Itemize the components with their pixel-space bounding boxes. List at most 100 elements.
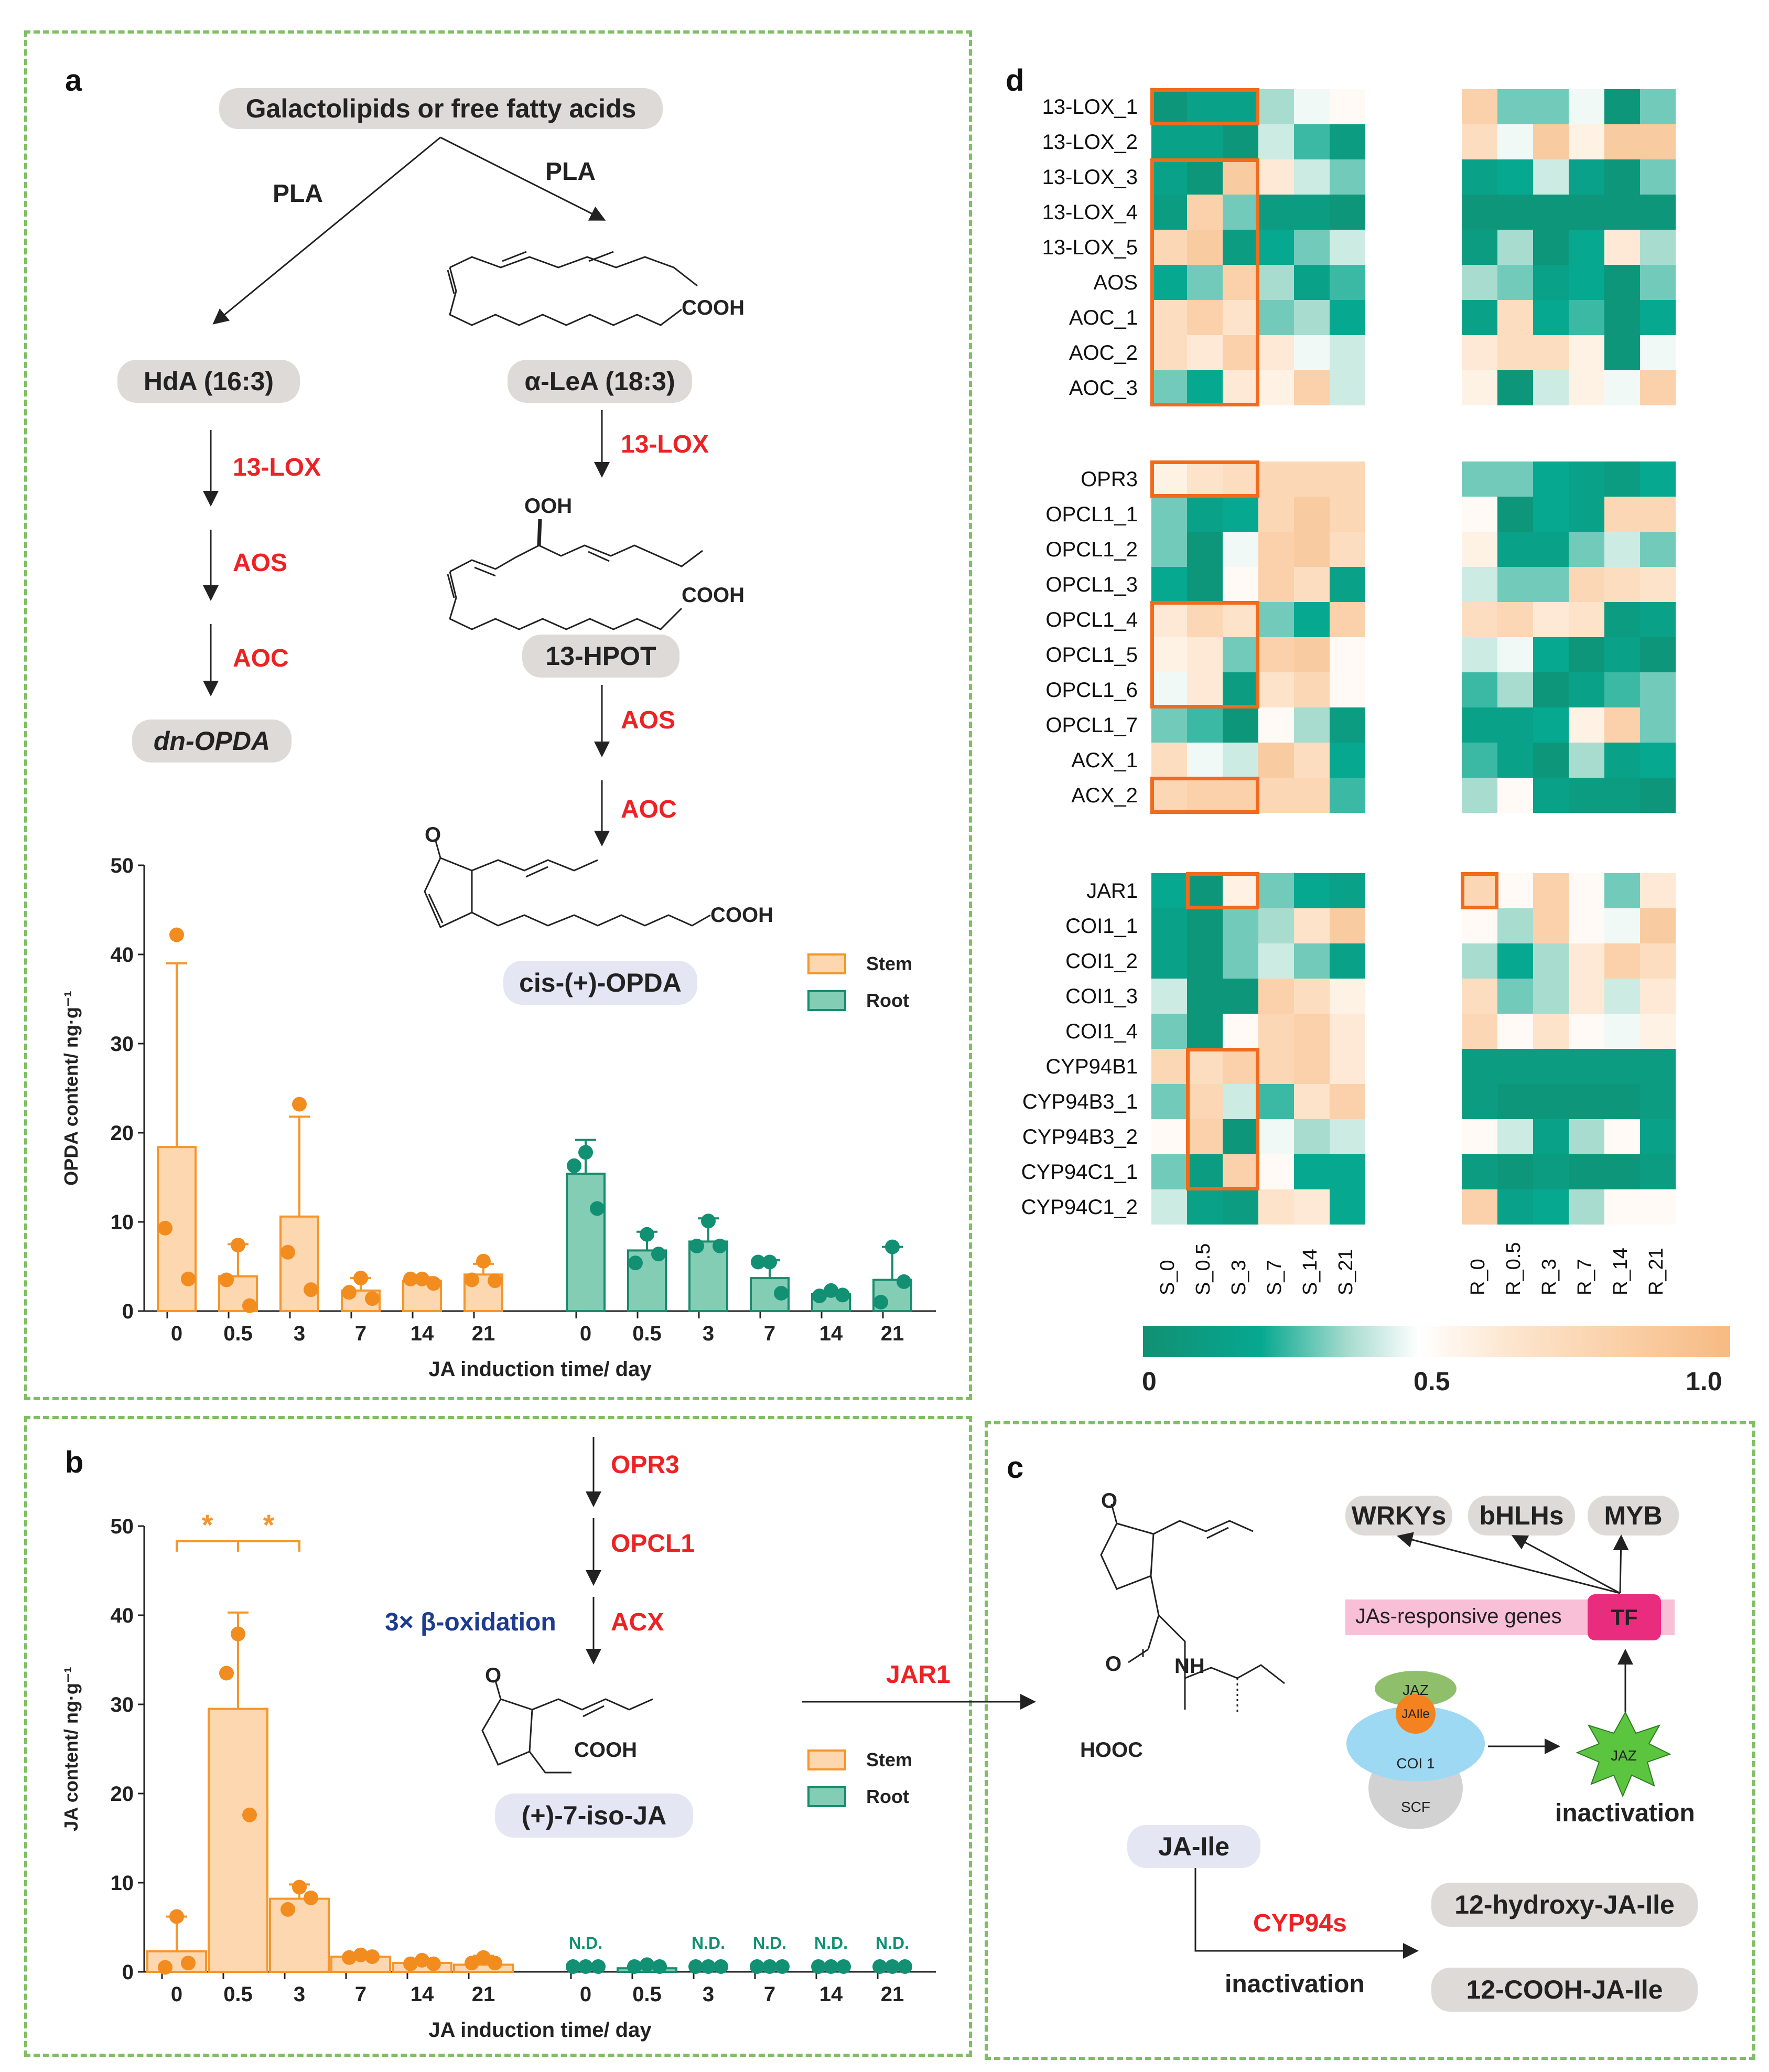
heatmap-cell	[1604, 778, 1640, 813]
heatmap-cell	[1604, 637, 1640, 672]
heatmap-cell	[1223, 265, 1258, 300]
heatmap-cell	[1462, 1014, 1497, 1049]
heatmap-cell	[1294, 1119, 1330, 1154]
heatmap-cell	[1330, 124, 1365, 159]
heatmap-cell	[1640, 567, 1676, 602]
nd-label: N.D.	[814, 1934, 848, 1952]
legend-stem-label: Stem	[866, 1749, 912, 1770]
legend-stem-swatch	[807, 1749, 846, 1770]
coi1-ellipse	[1346, 1706, 1485, 1781]
bar	[146, 1950, 207, 1973]
highlight-box	[1186, 1048, 1259, 1190]
heatmap-cell	[1187, 743, 1223, 778]
ja-ile-o: O	[1105, 1652, 1121, 1676]
heatmap-cell	[1151, 335, 1187, 370]
data-point	[688, 1959, 703, 1974]
heatmap-cell	[1604, 532, 1640, 567]
panel-letter-c: c	[1007, 1451, 1024, 1485]
data-point	[426, 1276, 441, 1291]
enzyme-jar1: JAR1	[886, 1661, 951, 1689]
heatmap-cell	[1604, 1084, 1640, 1119]
heatmap-cell	[1569, 1119, 1604, 1154]
heatmap-cell	[1640, 602, 1676, 637]
heatmap-cell	[1223, 1189, 1258, 1225]
heatmap-cell	[1569, 743, 1604, 778]
y-tick-label: 10	[111, 1872, 134, 1895]
x-tick-label: 3	[703, 1322, 714, 1345]
heatmap-cell	[1569, 300, 1604, 335]
heatmap-cell	[1533, 743, 1569, 778]
heatmap-cell	[1462, 461, 1497, 497]
heatmap-cell	[1294, 1084, 1330, 1119]
heatmap-cell	[1187, 1119, 1223, 1154]
cooh-ja-ile-node: 12-COOH-JA-Ile	[1431, 1968, 1698, 2012]
heatmap-cell	[1462, 370, 1497, 405]
cis-opda-node: cis-(+)-OPDA	[503, 961, 697, 1005]
inactivation-right: inactivation	[1555, 1799, 1695, 1827]
heatmap-cell	[1151, 300, 1187, 335]
nd-label: N.D.	[692, 1934, 725, 1952]
heatmap-cell	[1187, 335, 1223, 370]
heatmap-cell	[1640, 943, 1676, 979]
heatmap-row-label: CYP94C1_2	[1021, 1196, 1138, 1219]
data-point	[365, 1949, 380, 1964]
heatmap-cell	[1533, 265, 1569, 300]
heatmap-cell	[1462, 497, 1497, 532]
x-tick-label: 7	[764, 1983, 775, 2006]
heatmap-cell	[1462, 195, 1497, 230]
heatmap-cell	[1258, 300, 1294, 335]
heatmap-cell	[1533, 1119, 1569, 1154]
heatmap-cell	[1569, 778, 1604, 813]
data-point	[824, 1283, 838, 1298]
heatmap-cell	[1533, 1084, 1569, 1119]
legend-root-label: Root	[866, 990, 909, 1011]
heatmap-cell	[1640, 195, 1676, 230]
data-point	[181, 1956, 196, 1971]
heatmap-cell	[1330, 979, 1365, 1014]
heatmap-cell	[1330, 1189, 1365, 1225]
heatmap-cell	[1533, 532, 1569, 567]
heatmap-cell	[1187, 89, 1223, 124]
iso-ja-cooh: COOH	[574, 1738, 637, 1762]
heatmap-cell	[1258, 497, 1294, 532]
x-tick-label: 7	[355, 1983, 366, 2006]
hydroxy-ja-ile-node: 12-hydroxy-JA-Ile	[1431, 1883, 1698, 1927]
enzyme-aos-left: AOS	[233, 549, 288, 577]
legend-stem-swatch	[807, 953, 846, 974]
heatmap-cell	[1497, 461, 1533, 497]
heatmap-cell	[1330, 637, 1365, 672]
heatmap-cell	[1223, 1119, 1258, 1154]
heatmap-cell	[1151, 265, 1187, 300]
heatmap-cell	[1533, 1154, 1569, 1189]
heatmap-cell	[1258, 1084, 1294, 1119]
heatmap-cell	[1223, 637, 1258, 672]
heatmap-cell	[1640, 778, 1676, 813]
heatmap-cell	[1569, 908, 1604, 943]
heatmap-row-label: OPCL1_7	[1045, 714, 1138, 737]
y-tick-label: 50	[111, 855, 134, 877]
opda-keto: O	[425, 823, 441, 846]
heatmap-cell	[1462, 1119, 1497, 1154]
heatmap-cell	[1462, 1189, 1497, 1225]
heatmap-cell	[1294, 707, 1330, 743]
heatmap-cell	[1187, 637, 1223, 672]
data-point	[488, 1273, 502, 1289]
heatmap-cell	[1330, 908, 1365, 943]
dn-opda-node: dn-OPDA	[132, 720, 292, 763]
heatmap-cell	[1497, 265, 1533, 300]
heatmap-cell	[1330, 230, 1365, 265]
heatmap-row-label: 13-LOX_3	[1042, 166, 1138, 189]
heatmap-cell	[1462, 778, 1497, 813]
heatmap-cell	[1569, 943, 1604, 979]
heatmap-cell	[1294, 159, 1330, 195]
hda-node: HdA (16:3)	[117, 360, 300, 403]
heatmap-cell	[1569, 1049, 1604, 1084]
heatmap-cell	[1569, 265, 1604, 300]
data-point	[591, 1959, 606, 1974]
heatmap-row-label: CYP94C1_1	[1021, 1161, 1138, 1184]
data-point	[885, 1239, 900, 1254]
heatmap-cell	[1151, 461, 1187, 497]
heatmap-cell	[1258, 672, 1294, 707]
heatmap-cell	[1533, 335, 1569, 370]
